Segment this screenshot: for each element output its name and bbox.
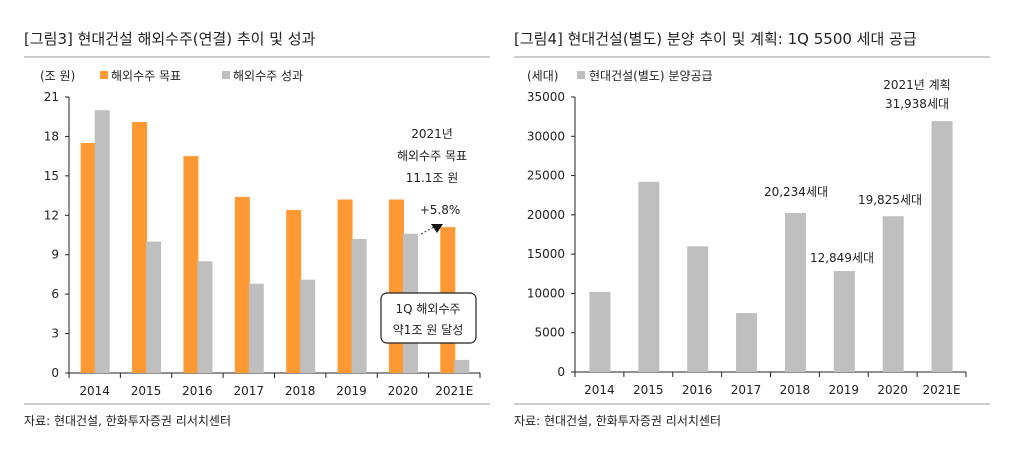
bar-2015-1 <box>146 241 162 373</box>
legend-label-result: 해외수주 성과 <box>233 69 303 83</box>
x-tick-label: 2020 <box>877 383 908 397</box>
label-2021-plan: 2021년 계획 <box>883 78 950 92</box>
legend-swatch-supply <box>577 71 585 79</box>
bar-2018-0 <box>784 213 806 372</box>
x-tick-label: 2017 <box>731 383 762 397</box>
label-2021-value: 31,938세대 <box>885 97 949 111</box>
y-tick-label: 25000 <box>527 169 565 183</box>
x-tick-label: 2018 <box>780 383 811 397</box>
legend-swatch-target <box>100 71 108 79</box>
bar-2015-0 <box>638 181 660 372</box>
left-source: 자료: 현대건설, 한화투자증권 리서치센터 <box>24 414 231 428</box>
left-ylabel: (조 원) <box>40 69 75 83</box>
y-tick-label: 21 <box>44 90 59 104</box>
y-tick-label: 3 <box>51 327 59 341</box>
bar-2016-0 <box>183 156 199 373</box>
y-tick-label: 5000 <box>534 326 565 340</box>
bar-2014-1 <box>94 110 110 374</box>
callout-box <box>380 292 477 344</box>
bar-2016-0 <box>687 246 709 372</box>
x-tick-label: 2020 <box>388 384 419 398</box>
annotation-target-label: 해외수주 목표 <box>397 149 467 163</box>
bar-2014-0 <box>80 143 96 373</box>
bar-2017-0 <box>736 313 758 372</box>
x-tick-label: 2019 <box>829 383 860 397</box>
y-tick-label: 18 <box>44 129 59 143</box>
y-tick-label: 9 <box>51 248 59 262</box>
bar-2014-0 <box>589 291 611 372</box>
y-tick-label: 0 <box>557 365 565 379</box>
growth-arrow-line <box>420 226 435 235</box>
callout-line1: 1Q 해외수주 <box>395 302 460 316</box>
bar-2016-1 <box>197 261 213 373</box>
x-tick-label: 2017 <box>234 384 265 398</box>
legend-label-target: 해외수주 목표 <box>111 69 181 83</box>
x-tick-label: 2016 <box>182 384 213 398</box>
bar-2017-0 <box>234 196 250 373</box>
y-tick-label: 6 <box>51 287 59 301</box>
x-tick-label: 2015 <box>131 384 162 398</box>
x-tick-label: 2021E <box>435 384 473 398</box>
y-tick-label: 0 <box>51 366 59 380</box>
x-tick-label: 2016 <box>682 383 713 397</box>
bar-2019-1 <box>351 238 367 373</box>
x-tick-label: 2019 <box>336 384 367 398</box>
y-tick-label: 30000 <box>527 129 565 143</box>
left-chart-title: [그림3] 현대건설 해외수주(연결) 추이 및 성과 <box>24 30 316 48</box>
annotation-2021: 2021년 <box>411 127 453 141</box>
y-tick-label: 15 <box>44 169 59 183</box>
bar-2018-1 <box>300 279 316 373</box>
x-tick-label: 2021E <box>923 383 961 397</box>
right-source: 자료: 현대건설, 한화투자증권 리서치센터 <box>514 414 721 428</box>
right-ylabel: (세대) <box>527 69 558 83</box>
label-2019: 12,849세대 <box>810 251 874 265</box>
bar-2021E-0 <box>931 121 953 373</box>
bar-2020-0 <box>882 216 904 372</box>
annotation-growth: +5.8% <box>420 203 461 217</box>
y-tick-label: 35000 <box>527 90 565 104</box>
bar-2019-0 <box>833 271 855 372</box>
x-tick-label: 2015 <box>633 383 664 397</box>
callout-line2: 약1조 원 달성 <box>393 322 463 337</box>
x-tick-label: 2018 <box>285 384 316 398</box>
bar-2015-0 <box>132 121 148 373</box>
bar-2020-0 <box>388 199 404 373</box>
y-tick-label: 12 <box>44 208 59 222</box>
bar-2018-0 <box>286 210 302 373</box>
y-tick-label: 20000 <box>527 208 565 222</box>
right-chart-title: [그림4] 현대건설(별도) 분양 추이 및 계획: 1Q 5500 세대 공급 <box>514 30 917 48</box>
label-2020: 19,825세대 <box>858 193 922 207</box>
growth-arrow-head <box>431 224 443 233</box>
annotation-target-value: 11.1조 원 <box>406 171 459 185</box>
bar-2017-1 <box>248 283 264 373</box>
bar-2021E-1 <box>454 359 470 373</box>
legend-label-supply: 현대건설(별도) 분양공급 <box>589 69 713 83</box>
y-tick-label: 15000 <box>527 247 565 261</box>
y-tick-label: 10000 <box>527 286 565 300</box>
label-2018: 20,234세대 <box>764 185 828 199</box>
legend-swatch-result <box>222 71 230 79</box>
bar-2019-0 <box>337 199 353 373</box>
x-tick-label: 2014 <box>79 384 110 398</box>
right-chart-plot: 0 5000 10000 15000 20000 25000 30000 35000 2014 2… <box>527 90 967 397</box>
x-tick-label: 2014 <box>584 383 615 397</box>
left-chart-plot: 0 3 6 9 12 15 18 21 2014 2015 2016 2017 2018 2019 2020… <box>44 90 481 398</box>
